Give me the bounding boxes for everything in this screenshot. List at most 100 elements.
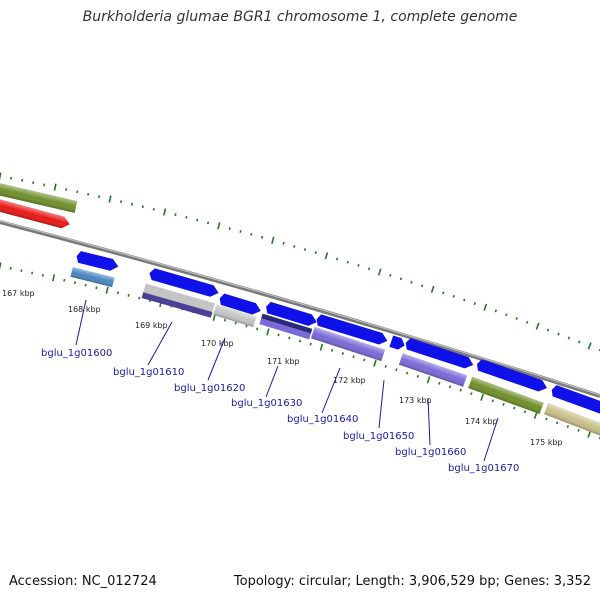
gene-feature-silver[interactable] [143, 283, 215, 313]
chromosome-backbone [0, 220, 600, 398]
gene-label-bglu-1g01600[interactable]: bglu_1g01600 [41, 348, 112, 359]
scale-tick [567, 336, 571, 340]
scale-tick [256, 327, 259, 331]
gene-label-bglu-1g01620[interactable]: bglu_1g01620 [174, 383, 245, 394]
scale-tick [196, 218, 199, 222]
scale-tick [515, 317, 518, 320]
gene-feature-shade [543, 402, 600, 438]
leader-line [265, 365, 279, 398]
scale-tick [535, 322, 540, 330]
scale-tick [513, 406, 516, 410]
scale-tick [399, 277, 403, 281]
scale-tick [587, 342, 592, 350]
scale-tick [138, 296, 141, 300]
gene-feature-bglu-1g01630[interactable] [264, 301, 318, 328]
scale-tick [228, 227, 231, 231]
scale-tick [555, 421, 559, 425]
scale-tick [331, 348, 334, 352]
scale-tick [20, 269, 23, 273]
gene-feature-bglu-1g01650[interactable] [389, 335, 406, 351]
gene-feature-navy[interactable] [141, 292, 213, 318]
scale-tick [533, 411, 538, 419]
scale-tick [65, 188, 68, 191]
gene-label-bglu-1g01670[interactable]: bglu_1g01670 [448, 463, 519, 474]
scale-tick [84, 283, 87, 287]
gene-feature-blue-edge[interactable] [550, 384, 600, 416]
scale-tick [309, 342, 312, 346]
gene-label-bglu-1g01660[interactable]: bglu_1g01660 [395, 447, 466, 458]
scale-tick [282, 241, 285, 245]
scale-tick [577, 428, 580, 432]
gene-label-bglu-1g01630[interactable]: bglu_1g01630 [231, 398, 302, 409]
scale-tick [217, 222, 221, 230]
scale-label: 174 kbp [465, 417, 498, 426]
scale-tick [420, 284, 424, 288]
leader-line [147, 321, 173, 366]
scale-tick [277, 333, 280, 337]
gene-feature-bglu-1g01620[interactable] [218, 293, 263, 317]
scale-tick [98, 195, 101, 199]
scale-tick [463, 298, 466, 302]
gene-feature-shade [310, 326, 386, 362]
scale-tick [41, 273, 44, 277]
scale-tick [0, 172, 2, 180]
scale-tick [298, 339, 302, 343]
leader-line [483, 417, 499, 462]
scale-tick [185, 215, 188, 219]
gene-feature-shade [213, 304, 257, 328]
gene-feature-shade [0, 182, 78, 213]
scale-tick [73, 281, 77, 285]
map-title: Burkholderia glumae BGR1 chromosome 1, c… [82, 9, 518, 25]
scale-tick [152, 207, 155, 211]
scale-tick [324, 252, 329, 260]
scale-tick [395, 368, 398, 372]
scale-label: 175 kbp [530, 438, 563, 447]
scale-tick [293, 244, 296, 248]
scale-tick [557, 332, 560, 336]
scale-tick [526, 320, 529, 324]
gene-feature-bglu-1g01660[interactable] [404, 337, 475, 370]
scale-tick [442, 291, 445, 295]
scale-tick [108, 195, 112, 203]
scale-tick [341, 352, 344, 355]
gene-feature-shade [468, 376, 544, 414]
scale-tick [130, 202, 134, 206]
scale-tick [410, 280, 413, 284]
gene-label-bglu-1g01650[interactable]: bglu_1g01650 [343, 431, 414, 442]
gene-feature-bglu-1g01610[interactable] [148, 267, 221, 298]
scale-tick [426, 376, 431, 384]
gene-feature-shade [70, 267, 115, 288]
scale-tick [319, 343, 324, 351]
scale-tick [105, 286, 109, 294]
scale-label: 169 kbp [135, 321, 168, 330]
gene-feature-bglu-1g01640[interactable] [315, 313, 389, 346]
scale-tick [43, 183, 46, 187]
scale-tick [470, 392, 473, 396]
scale-tick [119, 200, 123, 204]
gene-label-bglu-1g01640[interactable]: bglu_1g01640 [287, 414, 358, 425]
scale-tick [234, 321, 237, 325]
scale-tick [116, 291, 119, 295]
scale-tick [363, 358, 366, 362]
scale-tick [438, 381, 441, 385]
scale-tick [430, 285, 435, 293]
scale-tick [271, 236, 275, 244]
scale-tick [314, 251, 317, 255]
gene-label-bglu-1g01610[interactable]: bglu_1g01610 [113, 367, 184, 378]
scale-tick [373, 359, 377, 367]
scale-label: 172 kbp [333, 376, 366, 385]
gene-feature-bglu-1g01670[interactable] [475, 358, 549, 393]
gene-feature-navy-2[interactable] [261, 313, 313, 334]
leader-line [427, 397, 431, 446]
scale-tick [127, 294, 130, 297]
genome-summary-text: Topology: circular; Length: 3,906,529 bp… [233, 574, 591, 589]
gene-feature-shade [0, 198, 70, 229]
scale-tick [448, 385, 452, 389]
scale-tick [416, 375, 419, 378]
gene-labels: bglu_1g01600 bglu_1g01610 bglu_1g01620 b… [41, 348, 519, 474]
gene-feature-lavender[interactable] [259, 318, 311, 340]
gene-feature-bglu-1g01600[interactable] [75, 250, 120, 272]
scale-tick [206, 221, 210, 225]
scale-tick [502, 402, 505, 406]
